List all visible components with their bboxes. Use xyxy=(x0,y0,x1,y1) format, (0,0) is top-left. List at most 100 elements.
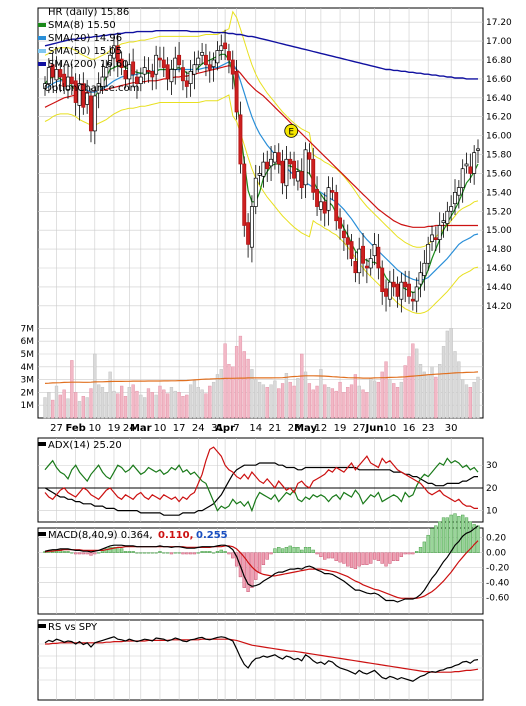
price-candle-body xyxy=(177,54,182,66)
price-candle-body xyxy=(430,234,434,242)
volume-bar xyxy=(154,394,158,419)
price-candle-body xyxy=(253,177,258,207)
macd-histogram-bar xyxy=(254,552,258,580)
price-candle-body xyxy=(422,262,427,276)
volume-bar xyxy=(62,389,66,419)
sma20-line xyxy=(44,61,479,281)
volume-bar xyxy=(357,385,361,419)
volume-bar xyxy=(307,383,312,419)
volume-bar xyxy=(380,371,384,419)
price-candle-body xyxy=(154,54,159,75)
macd-y-tick-label: -0.40 xyxy=(486,579,510,589)
price-candle-body xyxy=(372,244,377,257)
x-axis-tick-label: Feb xyxy=(65,423,85,434)
macd-title: MACD(8,40,9) 0.364, xyxy=(48,530,153,541)
price-candle-body xyxy=(449,206,454,212)
macd-swatch xyxy=(38,532,46,536)
volume-bar xyxy=(231,366,235,419)
volume-bar xyxy=(146,388,151,419)
macd-histogram-bar xyxy=(81,552,85,555)
price-candle-body xyxy=(226,51,231,61)
volume-bar xyxy=(453,351,457,419)
adx-series-line xyxy=(44,457,479,513)
price-candle-body xyxy=(50,64,55,78)
adx-series-line xyxy=(44,446,478,509)
volume-bar xyxy=(74,392,78,419)
volume-bar xyxy=(273,380,277,419)
volume-average-line xyxy=(44,371,479,384)
price-candle-body xyxy=(92,95,97,132)
volume-bar xyxy=(108,371,112,419)
volume-bar xyxy=(403,365,407,419)
macd-histogram-bar xyxy=(388,552,392,564)
volume-bar xyxy=(323,384,327,419)
x-axis-tick-label: 30 xyxy=(445,423,458,434)
x-axis-tick-label: 24 xyxy=(192,423,205,434)
macd-histogram-bar xyxy=(162,552,166,554)
macd-histogram-bar xyxy=(353,552,358,570)
macd-histogram-bar xyxy=(392,552,396,561)
price-candle-body xyxy=(73,80,78,103)
volume-bar xyxy=(169,387,174,419)
volume-bar xyxy=(43,397,47,419)
macd-signal-value: 0.110, xyxy=(158,530,193,541)
price-candle-body xyxy=(196,57,201,66)
volume-bar xyxy=(288,381,292,419)
macd-histogram-bar xyxy=(154,552,158,554)
macd-histogram-bar xyxy=(261,552,266,565)
price-candle-body xyxy=(410,298,415,302)
macd-histogram-bar xyxy=(269,552,273,555)
macd-histogram-bar xyxy=(231,552,235,559)
macd-histogram-bar xyxy=(349,552,354,568)
price-candle-body xyxy=(456,187,461,196)
volume-bar xyxy=(376,381,381,419)
macd-histogram-bar xyxy=(426,534,430,553)
price-candle-body xyxy=(135,76,139,84)
volume-bar xyxy=(85,397,89,419)
macd-histogram-bar xyxy=(284,547,289,553)
macd-histogram-bar xyxy=(365,552,369,565)
legend-swatch xyxy=(38,49,46,53)
macd-histogram-bar xyxy=(70,552,74,554)
macd-histogram-bar xyxy=(445,517,449,553)
price-candle-body xyxy=(464,163,469,167)
volume-bar xyxy=(422,371,426,419)
macd-histogram-bar xyxy=(315,552,319,555)
price-candle-body xyxy=(219,45,224,51)
macd-histogram-bar xyxy=(200,551,204,553)
rs-title: RS vs SPY xyxy=(48,622,98,633)
price-candle-body xyxy=(349,241,354,259)
volume-bar xyxy=(426,374,430,419)
macd-histogram-bar xyxy=(334,552,338,561)
macd-histogram-bar xyxy=(384,552,388,567)
volume-y-tick-label: 4M xyxy=(21,363,35,373)
volume-bar xyxy=(407,356,411,419)
macd-histogram-bar xyxy=(303,547,308,553)
volume-bar xyxy=(66,398,70,419)
price-candle-body xyxy=(384,288,388,297)
volume-bar xyxy=(116,393,120,419)
x-axis-tick-label: 19 xyxy=(108,423,121,434)
volume-bar xyxy=(319,369,323,419)
price-candle-body xyxy=(299,171,304,188)
volume-bar xyxy=(269,384,273,419)
price-y-tick-label: 14.40 xyxy=(486,283,512,293)
macd-histogram-bar xyxy=(242,552,246,588)
macd-signal-line xyxy=(44,540,479,599)
volume-bar xyxy=(135,390,139,419)
price-candle-body xyxy=(399,281,404,300)
macd-histogram-bar xyxy=(54,551,59,553)
volume-bar xyxy=(58,394,62,419)
macd-histogram-bar xyxy=(74,552,78,555)
macd-histogram-bar xyxy=(415,551,419,553)
price-candle-body xyxy=(376,246,381,269)
price-y-tick-label: 16.80 xyxy=(486,56,512,66)
macd-histogram-bar xyxy=(62,551,66,553)
x-axis-tick-label: Jun xyxy=(365,423,384,434)
macd-histogram-bar xyxy=(215,551,220,553)
price-y-tick-label: 17.00 xyxy=(486,37,512,47)
volume-bar xyxy=(234,346,239,419)
macd-histogram-bar xyxy=(338,552,342,563)
volume-bar xyxy=(219,369,223,419)
price-candle-body xyxy=(81,83,86,108)
